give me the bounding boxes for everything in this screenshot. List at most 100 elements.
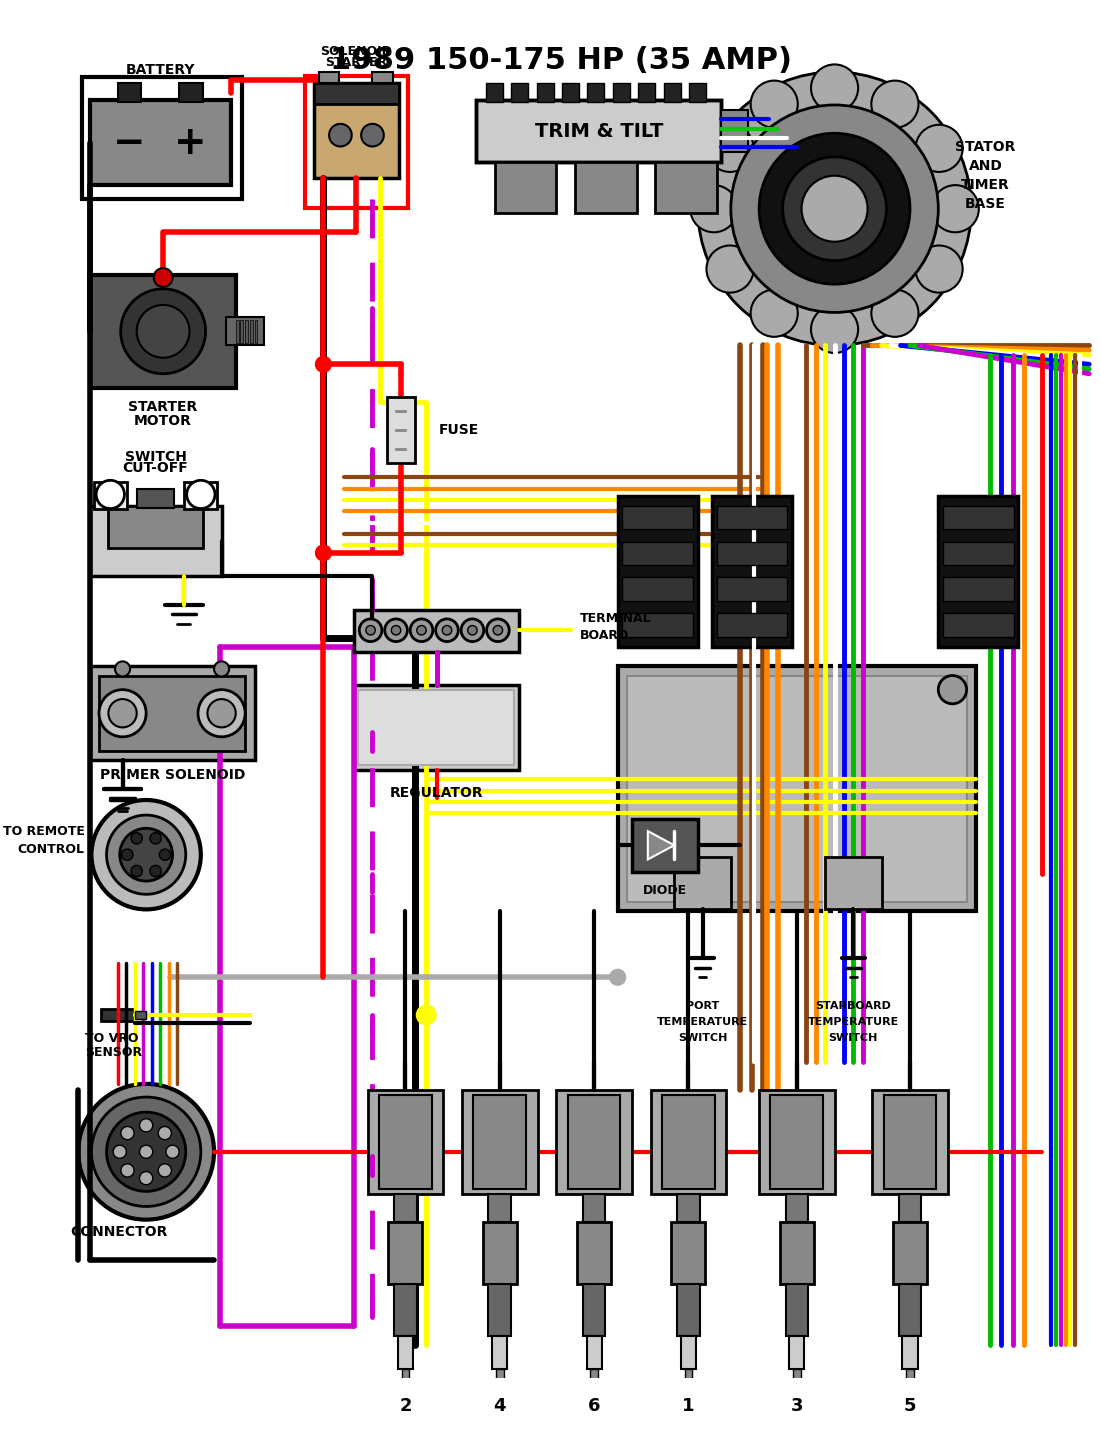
Bar [678, 1194, 700, 1223]
Bar [656, 162, 717, 214]
Circle shape [750, 80, 798, 128]
Bar [618, 666, 976, 911]
Bar [906, 1369, 914, 1388]
Circle shape [932, 185, 979, 232]
Circle shape [121, 288, 206, 373]
Bar [476, 100, 722, 162]
Text: TERMINAL: TERMINAL [580, 613, 651, 626]
Text: SENSOR: SENSOR [85, 1046, 142, 1059]
Text: PRIMER SOLENOID: PRIMER SOLENOID [100, 768, 245, 782]
Circle shape [759, 133, 910, 284]
Bar [825, 857, 882, 910]
Bar [943, 541, 1014, 565]
Circle shape [136, 304, 189, 357]
Text: STATOR: STATOR [955, 141, 1015, 155]
Circle shape [121, 1126, 134, 1139]
Bar [305, 76, 408, 208]
Bar [179, 83, 202, 102]
Bar [462, 1091, 538, 1194]
Circle shape [691, 185, 737, 232]
Bar [902, 1336, 917, 1369]
Circle shape [938, 676, 967, 703]
Bar [613, 83, 630, 102]
Circle shape [158, 1164, 172, 1177]
Circle shape [91, 1096, 201, 1207]
Circle shape [91, 799, 201, 910]
Circle shape [154, 268, 173, 287]
Circle shape [198, 690, 245, 736]
Bar [638, 83, 656, 102]
Polygon shape [648, 831, 674, 860]
Circle shape [158, 1126, 172, 1139]
Circle shape [750, 290, 798, 337]
Bar [591, 1369, 598, 1388]
Bar [82, 76, 242, 199]
Circle shape [121, 1164, 134, 1177]
Text: PORT: PORT [686, 1000, 719, 1010]
Bar [899, 1194, 922, 1223]
Bar [631, 819, 697, 871]
Bar [790, 1336, 804, 1369]
Circle shape [160, 850, 170, 861]
Circle shape [468, 626, 477, 634]
Text: TO REMOTE: TO REMOTE [3, 825, 85, 838]
Text: TEMPERATURE: TEMPERATURE [807, 1016, 899, 1026]
Bar [943, 505, 1014, 530]
Bar [583, 1194, 605, 1223]
Bar [943, 613, 1014, 637]
Text: AND: AND [968, 159, 1002, 174]
Bar [717, 541, 788, 565]
Bar [250, 320, 253, 343]
Bar [235, 320, 239, 343]
Bar [89, 666, 254, 761]
Bar [627, 676, 967, 901]
Bar [674, 857, 730, 910]
Bar [575, 162, 637, 214]
Bar [770, 1095, 823, 1190]
Bar [717, 613, 788, 637]
Bar [492, 1336, 507, 1369]
Bar [388, 1223, 422, 1284]
Bar [95, 482, 128, 508]
Bar [681, 1336, 696, 1369]
Bar [135, 1012, 146, 1019]
Text: TRIM & TILT: TRIM & TILT [535, 122, 663, 141]
Bar [899, 1284, 922, 1336]
Text: STARBOARD: STARBOARD [815, 1000, 891, 1010]
Circle shape [208, 699, 235, 728]
Text: +: + [174, 123, 207, 162]
Circle shape [140, 1145, 153, 1158]
Text: STARTER: STARTER [326, 56, 387, 69]
Bar [184, 482, 217, 508]
Text: CUT-OFF: CUT-OFF [123, 461, 188, 475]
Bar [893, 1223, 927, 1284]
Bar [394, 1194, 417, 1223]
Bar [717, 505, 788, 530]
Bar [101, 1009, 135, 1020]
Text: REGULATOR: REGULATOR [389, 786, 483, 801]
Bar [690, 83, 706, 102]
Circle shape [120, 828, 173, 881]
Text: STARTER: STARTER [129, 400, 198, 413]
Bar [118, 83, 142, 102]
Bar [488, 1284, 512, 1336]
Bar [89, 274, 235, 387]
Text: CONTROL: CONTROL [18, 844, 85, 857]
Bar [379, 1095, 432, 1190]
Bar [367, 1091, 443, 1194]
Text: 2: 2 [399, 1398, 411, 1415]
Circle shape [361, 123, 384, 146]
Text: BASE: BASE [965, 197, 1005, 211]
Circle shape [113, 1145, 127, 1158]
Circle shape [166, 1145, 179, 1158]
Text: 5: 5 [904, 1398, 916, 1415]
Circle shape [417, 626, 426, 634]
Text: 1989 150-175 HP (35 AMP): 1989 150-175 HP (35 AMP) [330, 46, 792, 75]
Bar [488, 1194, 512, 1223]
Circle shape [78, 1083, 214, 1220]
Text: TIMER: TIMER [961, 178, 1010, 192]
Circle shape [442, 626, 452, 634]
Circle shape [410, 618, 432, 641]
Circle shape [96, 481, 124, 508]
Bar [568, 1095, 620, 1190]
